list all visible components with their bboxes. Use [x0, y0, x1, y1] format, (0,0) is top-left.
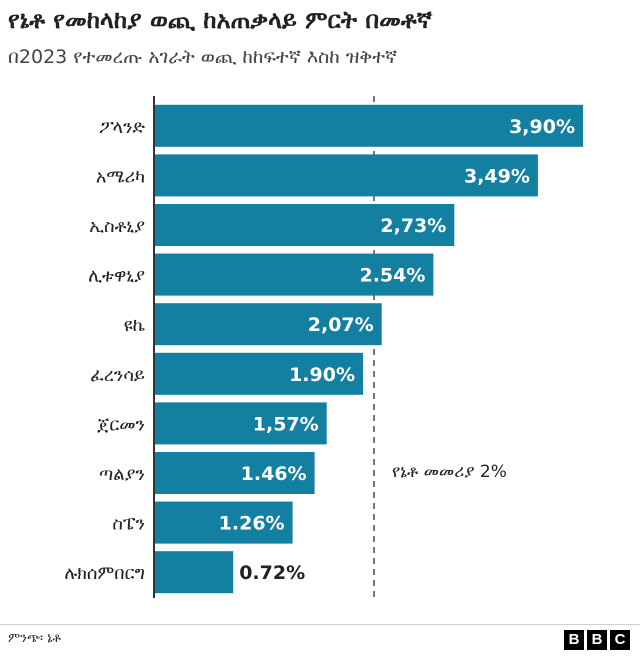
- bbc-logo-letter-2: B: [587, 630, 607, 650]
- category-label: ጣልያን: [99, 464, 145, 485]
- bbc-logo-letter-3: C: [610, 630, 630, 650]
- value-label: 3,49%: [464, 165, 530, 187]
- bar: [154, 253, 434, 296]
- value-label: 2,07%: [308, 314, 374, 336]
- category-label: ስፔን: [112, 514, 145, 535]
- bar: [154, 501, 293, 544]
- category-label: ሉክሰምበርግ: [64, 563, 145, 584]
- bbc-logo: B B C: [564, 630, 630, 650]
- value-label: 1.26%: [219, 513, 285, 535]
- category-label: አሜሪካ: [96, 166, 145, 187]
- bar: [154, 402, 327, 445]
- bar: [154, 104, 583, 147]
- footer-divider: [0, 624, 640, 625]
- value-label: 2.54%: [359, 265, 425, 287]
- category-label: ጀርመን: [97, 414, 145, 435]
- chart-title: የኔቶ የመከላከያ ወጪ ከአጠቃላይ ምርት በመቶኛ: [8, 6, 432, 34]
- value-label: 1,57%: [253, 413, 319, 435]
- value-label: 1.90%: [289, 364, 355, 386]
- category-label: ሊቱዋኒያ: [88, 266, 145, 287]
- bbc-logo-letter-1: B: [564, 630, 584, 650]
- reference-line-label: የኔቶ መመሪያ 2%: [392, 462, 507, 482]
- value-label: 1.46%: [241, 463, 307, 485]
- category-label: ፈረንሳይ: [90, 365, 145, 386]
- value-label: 2,73%: [380, 215, 446, 237]
- value-label: 3,90%: [509, 116, 575, 138]
- bar: [154, 352, 363, 395]
- bar: [154, 452, 315, 494]
- bar: [154, 551, 234, 594]
- source-note: ምንጭ፡ ኔቶ: [8, 631, 61, 646]
- chart-subtitle: በ2023 የተመረጡ አገራት ወጪ ከከፍተኛ እስከ ዝቅተኛ: [8, 46, 398, 68]
- value-label: 0.72%: [239, 562, 305, 584]
- category-label: ኢስቶኒያ: [89, 216, 145, 237]
- bar: [154, 154, 538, 197]
- category-label: ዩኬ: [124, 315, 146, 336]
- bar-chart: ፖላንድ 3,90% አሜሪካ 3,49% ኢስቶኒያ 2,73% ሊቱዋኒያ 2.54% ዩኬ…: [64, 96, 583, 598]
- bar: [154, 204, 455, 246]
- bar: [154, 303, 382, 346]
- category-label: ፖላንድ: [99, 117, 145, 138]
